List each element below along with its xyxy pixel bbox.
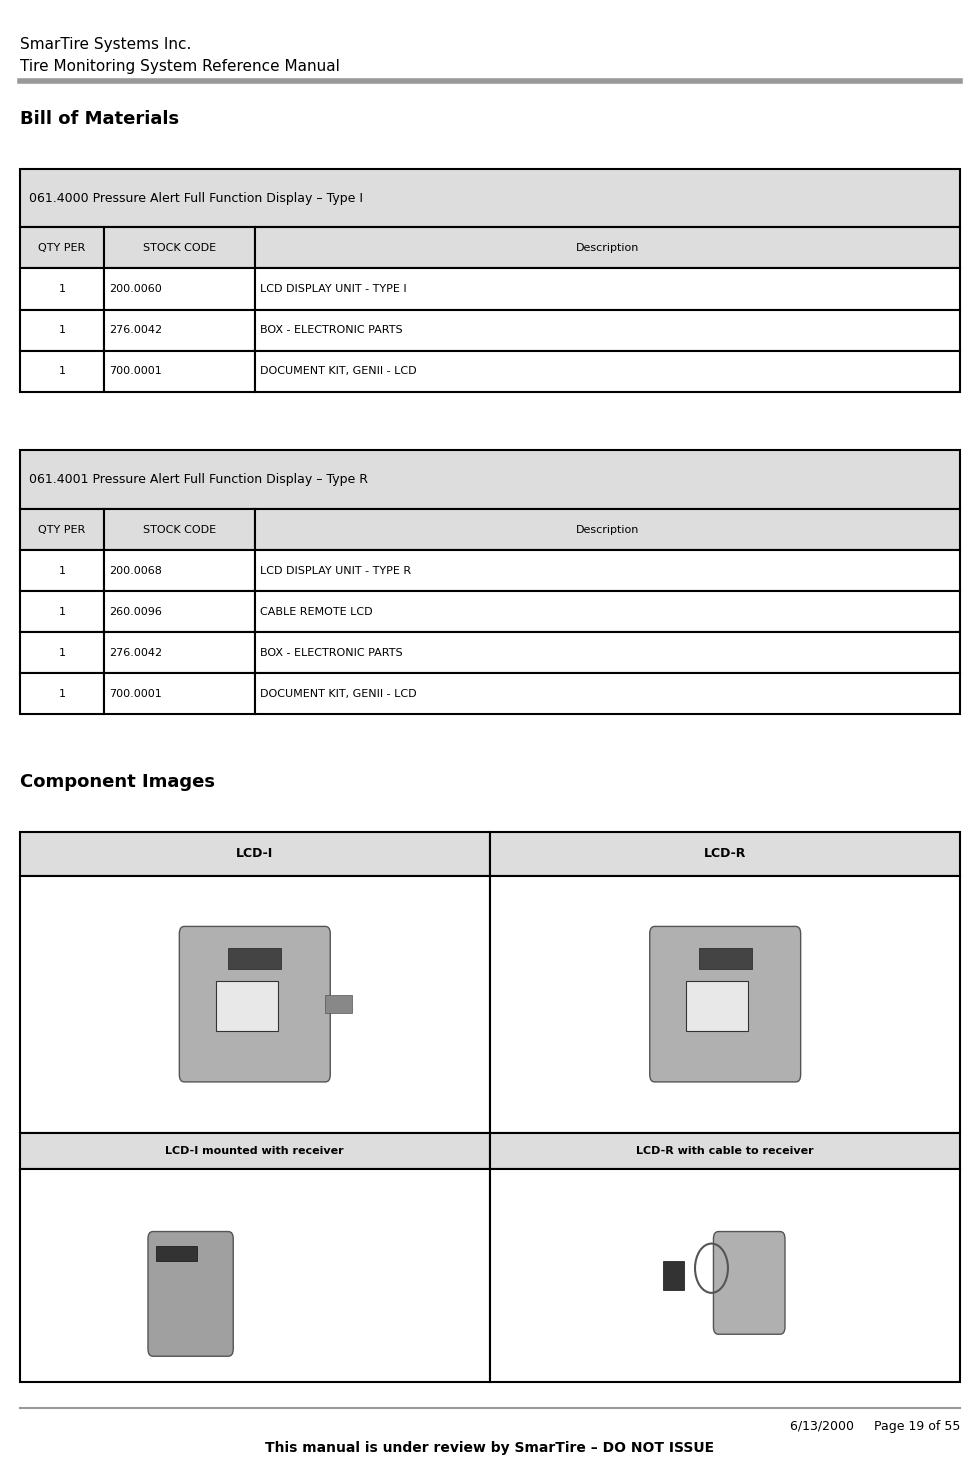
Text: Description: Description [576,244,639,252]
Bar [104,550,255,591]
Text: LCD-I mounted with receiver: LCD-I mounted with receiver [166,1146,344,1156]
Bar [20,169,960,227]
Bar [686,981,748,1031]
Bar [699,948,752,970]
Bar [104,632,255,673]
Bar [325,996,352,1014]
Text: 1: 1 [59,566,66,575]
Text: 1: 1 [59,285,66,293]
Bar [255,550,960,591]
Bar [228,948,281,970]
Bar [104,227,255,268]
Bar [490,876,960,1133]
Text: STOCK CODE: STOCK CODE [143,525,217,534]
Text: 061.4001 Pressure Alert Full Function Display – Type R: 061.4001 Pressure Alert Full Function Di… [29,474,368,486]
Text: QTY PER: QTY PER [38,244,85,252]
Text: Description: Description [576,525,639,534]
Bar [255,310,960,351]
Bar [20,268,104,310]
Bar [104,310,255,351]
Text: LCD DISPLAY UNIT - TYPE R: LCD DISPLAY UNIT - TYPE R [260,566,411,575]
Bar [104,351,255,392]
Bar [255,227,960,268]
FancyBboxPatch shape [179,927,330,1083]
Text: 061.4000 Pressure Alert Full Function Display – Type I: 061.4000 Pressure Alert Full Function Di… [29,192,364,204]
Text: BOX - ELECTRONIC PARTS: BOX - ELECTRONIC PARTS [260,648,403,657]
Bar [20,673,104,714]
Text: Tire Monitoring System Reference Manual: Tire Monitoring System Reference Manual [20,59,339,73]
Bar [20,550,104,591]
Bar [20,1169,490,1382]
Bar [20,832,490,876]
Bar [104,509,255,550]
Bar [255,632,960,673]
Text: Component Images: Component Images [20,773,215,791]
FancyBboxPatch shape [650,927,801,1083]
Bar [20,1133,490,1169]
Bar [20,310,104,351]
Bar [20,632,104,673]
Text: This manual is under review by SmarTire – DO NOT ISSUE: This manual is under review by SmarTire … [266,1441,714,1455]
Bar [20,227,104,268]
Text: BOX - ELECTRONIC PARTS: BOX - ELECTRONIC PARTS [260,326,403,334]
Text: 1: 1 [59,648,66,657]
Bar [20,450,960,509]
Text: 276.0042: 276.0042 [109,648,163,657]
Bar [216,981,277,1031]
Bar [490,1133,960,1169]
Text: 6/13/2000     Page 19 of 55: 6/13/2000 Page 19 of 55 [790,1420,960,1433]
Text: LCD-I: LCD-I [236,848,273,860]
FancyBboxPatch shape [148,1232,233,1357]
Text: 276.0042: 276.0042 [109,326,163,334]
Text: CABLE REMOTE LCD: CABLE REMOTE LCD [260,607,372,616]
Text: Bill of Materials: Bill of Materials [20,110,178,128]
Text: 200.0068: 200.0068 [109,566,162,575]
Bar [255,673,960,714]
Bar [20,351,104,392]
Text: 1: 1 [59,326,66,334]
Text: 700.0001: 700.0001 [109,367,162,376]
Bar [156,1247,197,1262]
Text: DOCUMENT KIT, GENII - LCD: DOCUMENT KIT, GENII - LCD [260,367,416,376]
Bar [255,591,960,632]
Text: LCD-R with cable to receiver: LCD-R with cable to receiver [636,1146,814,1156]
Text: 700.0001: 700.0001 [109,689,162,698]
Bar [104,268,255,310]
Bar [255,509,960,550]
Bar [20,591,104,632]
Text: LCD DISPLAY UNIT - TYPE I: LCD DISPLAY UNIT - TYPE I [260,285,407,293]
Text: STOCK CODE: STOCK CODE [143,244,217,252]
Bar [20,876,490,1133]
Bar [104,673,255,714]
Bar [255,268,960,310]
Text: 1: 1 [59,607,66,616]
Bar [490,832,960,876]
Bar [104,591,255,632]
Text: 1: 1 [59,689,66,698]
Text: LCD-R: LCD-R [704,848,747,860]
Text: SmarTire Systems Inc.: SmarTire Systems Inc. [20,37,191,51]
Text: QTY PER: QTY PER [38,525,85,534]
Text: 1: 1 [59,367,66,376]
Bar [663,1262,684,1291]
Text: 260.0096: 260.0096 [109,607,162,616]
Bar [20,509,104,550]
FancyBboxPatch shape [713,1232,785,1335]
Bar [255,351,960,392]
Text: DOCUMENT KIT, GENII - LCD: DOCUMENT KIT, GENII - LCD [260,689,416,698]
Text: 200.0060: 200.0060 [109,285,162,293]
Bar [490,1169,960,1382]
